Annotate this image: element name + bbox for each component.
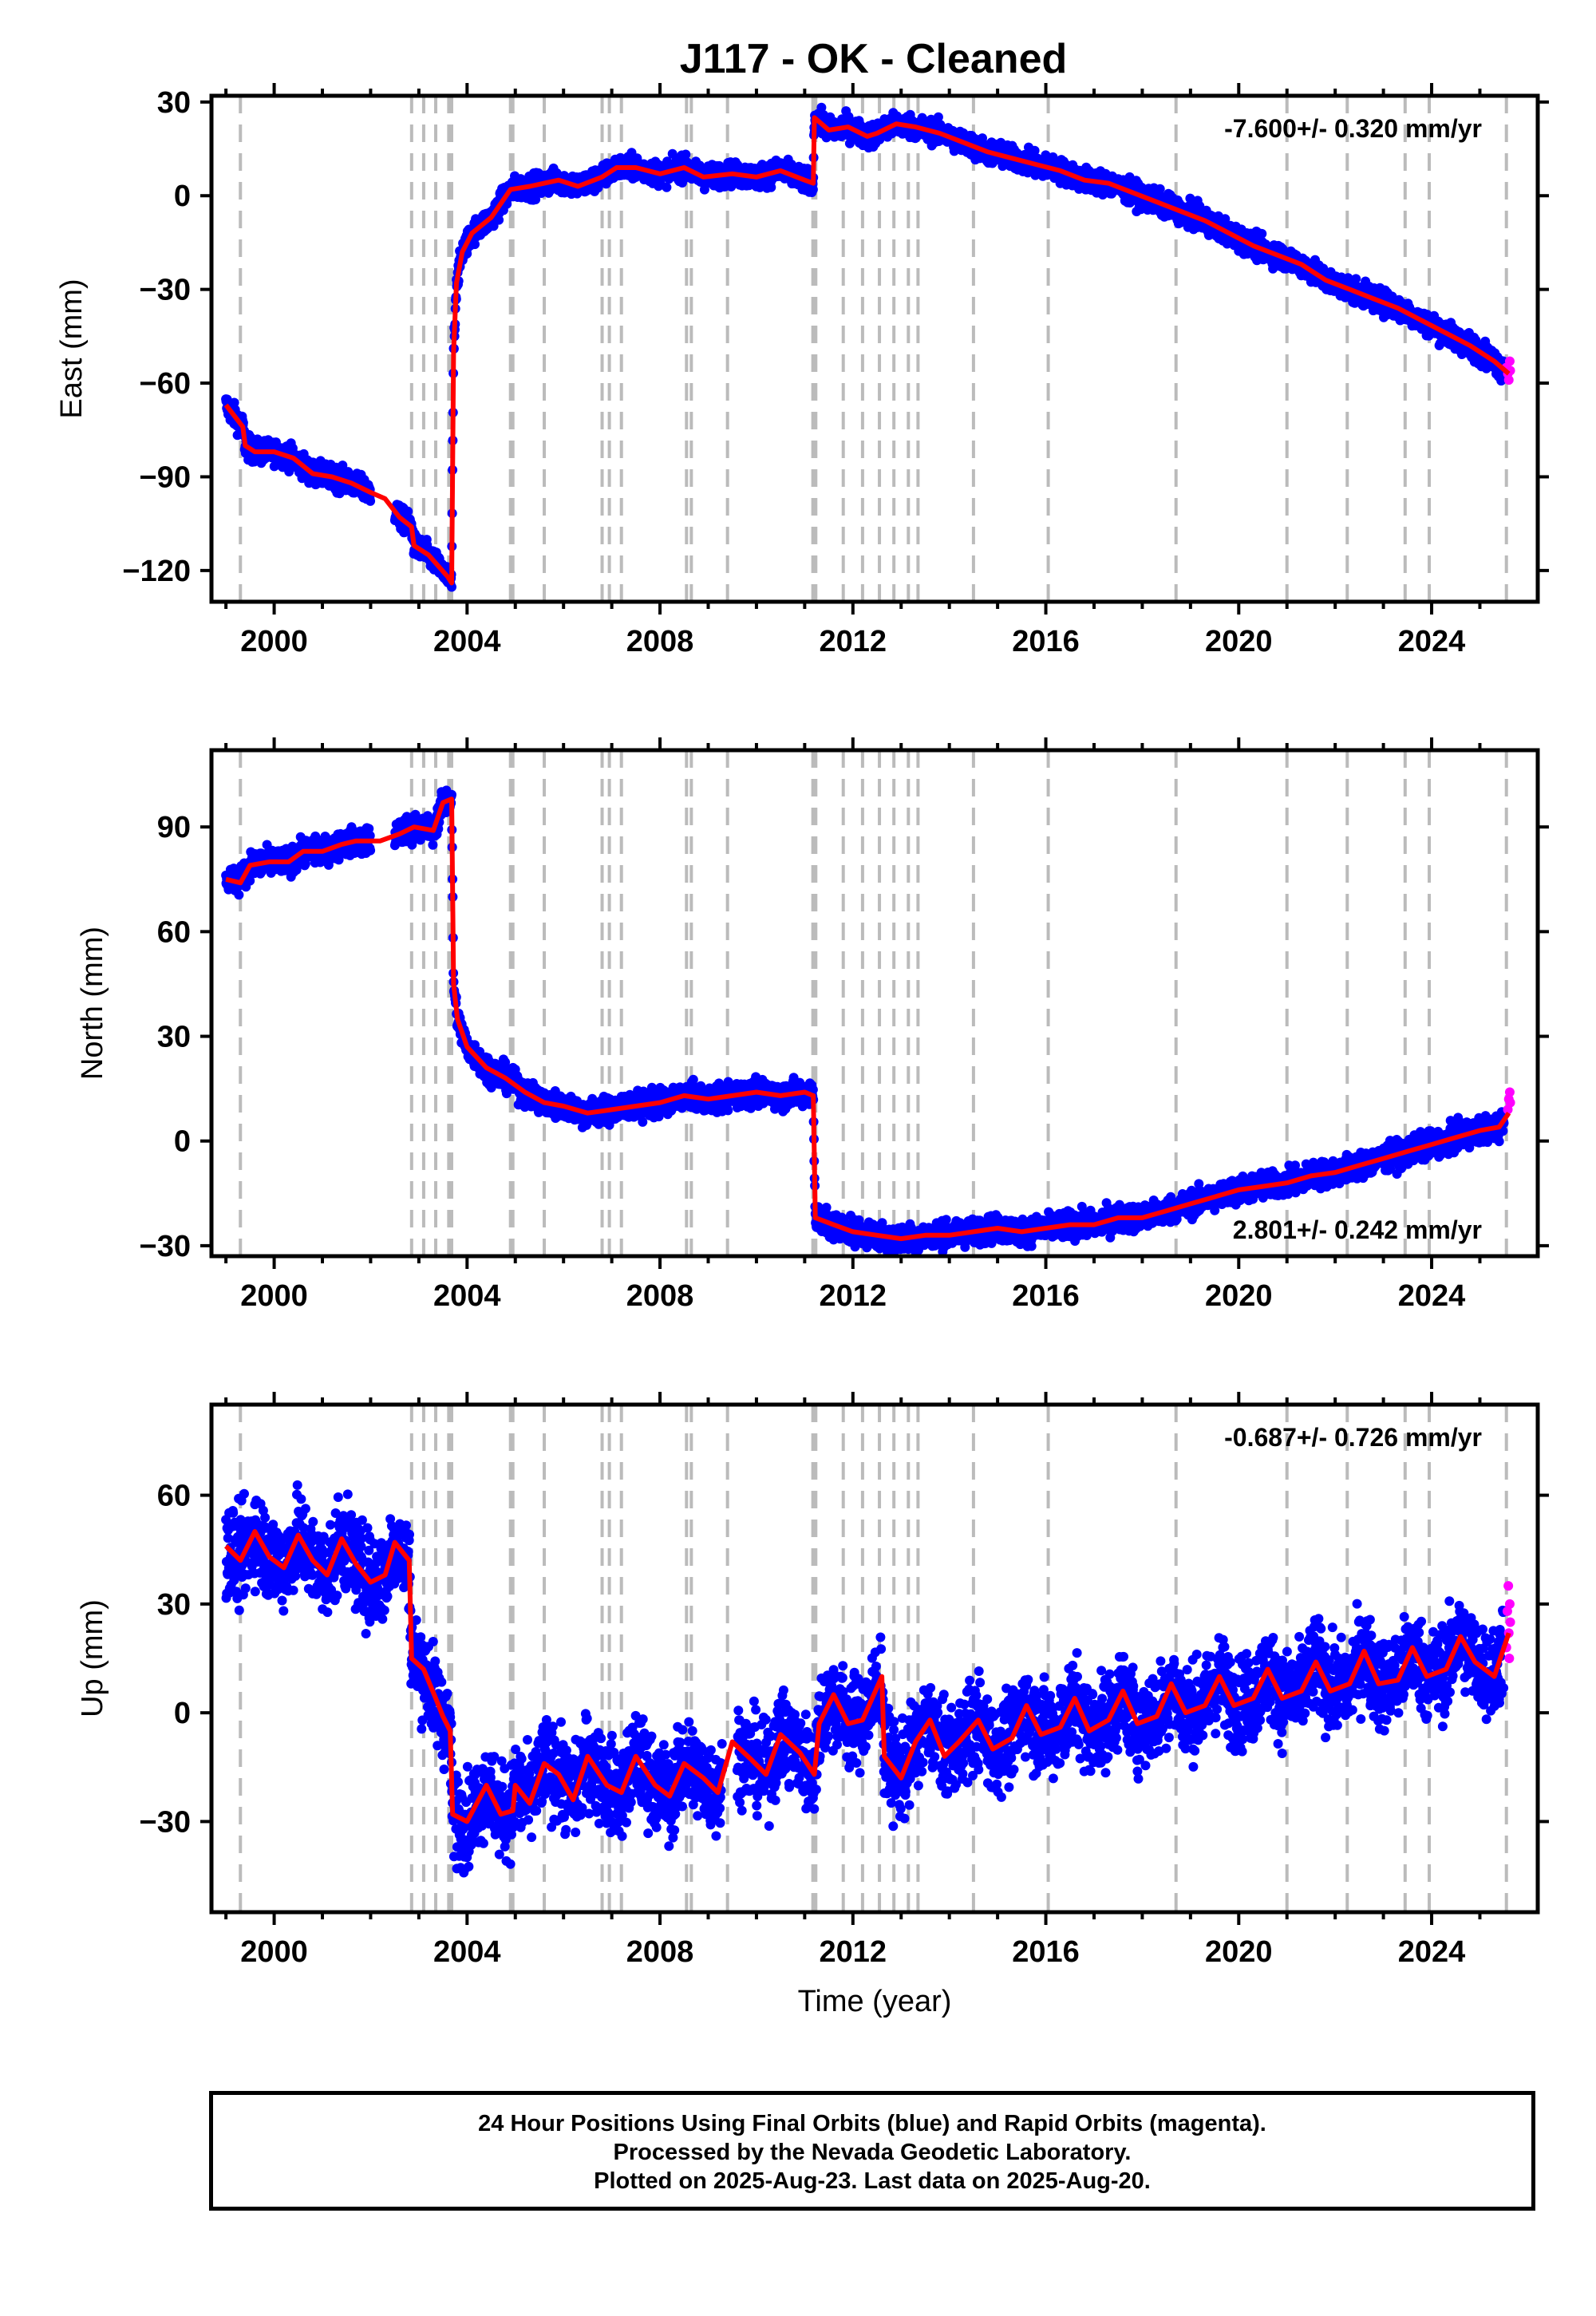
x-tick-label: 2016	[1012, 625, 1080, 658]
y-tick-label: −120	[122, 555, 191, 588]
x-tick-label: 2004	[433, 625, 501, 658]
east-panel: 30 0 −30 −60 −90 −120 2000 2004 2008 2012 2016 2020…	[55, 83, 1549, 658]
panel-content	[221, 96, 1515, 602]
y-tick-label: −30	[140, 274, 191, 307]
final-orbit-points	[221, 102, 1509, 592]
data-point	[1257, 228, 1267, 239]
data-point	[245, 875, 255, 886]
x-tick-label: 2012	[820, 625, 887, 658]
data-point	[234, 890, 244, 900]
data-point	[933, 112, 943, 122]
panel-content	[221, 750, 1515, 1256]
data-point	[662, 182, 672, 192]
x-tick-label: 2024	[1398, 625, 1466, 658]
x-tick-label: 2008	[626, 625, 694, 658]
rate-annotation: -7.600+/- 0.320 mm/yr	[1224, 114, 1482, 143]
chart-title: J117 - OK - Cleaned	[679, 36, 1068, 82]
rapid-point	[1503, 375, 1514, 385]
y-tick-label: −60	[140, 367, 191, 401]
panel-frame	[209, 93, 1540, 604]
y-tick-label: 30	[157, 86, 191, 120]
data-point	[229, 397, 239, 408]
data-point	[365, 496, 376, 506]
data-point	[808, 184, 818, 195]
data-point	[1029, 145, 1040, 156]
data-point	[403, 506, 413, 516]
rapid-point	[1504, 356, 1515, 366]
data-point	[1155, 184, 1165, 194]
final-orbit-points	[221, 785, 1509, 1256]
data-point	[338, 460, 348, 471]
data-point	[365, 831, 375, 841]
y-axis-label: East (mm)	[55, 279, 89, 418]
data-point	[1351, 274, 1361, 284]
data-point	[766, 182, 776, 192]
y-tick-label: −90	[140, 460, 191, 494]
data-point	[365, 845, 376, 856]
x-tick-label: 2000	[240, 625, 308, 658]
x-tick-label: 2020	[1205, 625, 1273, 658]
data-point	[447, 582, 456, 592]
data-point	[681, 149, 691, 160]
y-tick-label: 0	[174, 180, 191, 213]
data-point	[470, 239, 480, 250]
data-point	[531, 195, 541, 204]
data-point	[816, 102, 827, 113]
model-line	[223, 115, 1511, 586]
